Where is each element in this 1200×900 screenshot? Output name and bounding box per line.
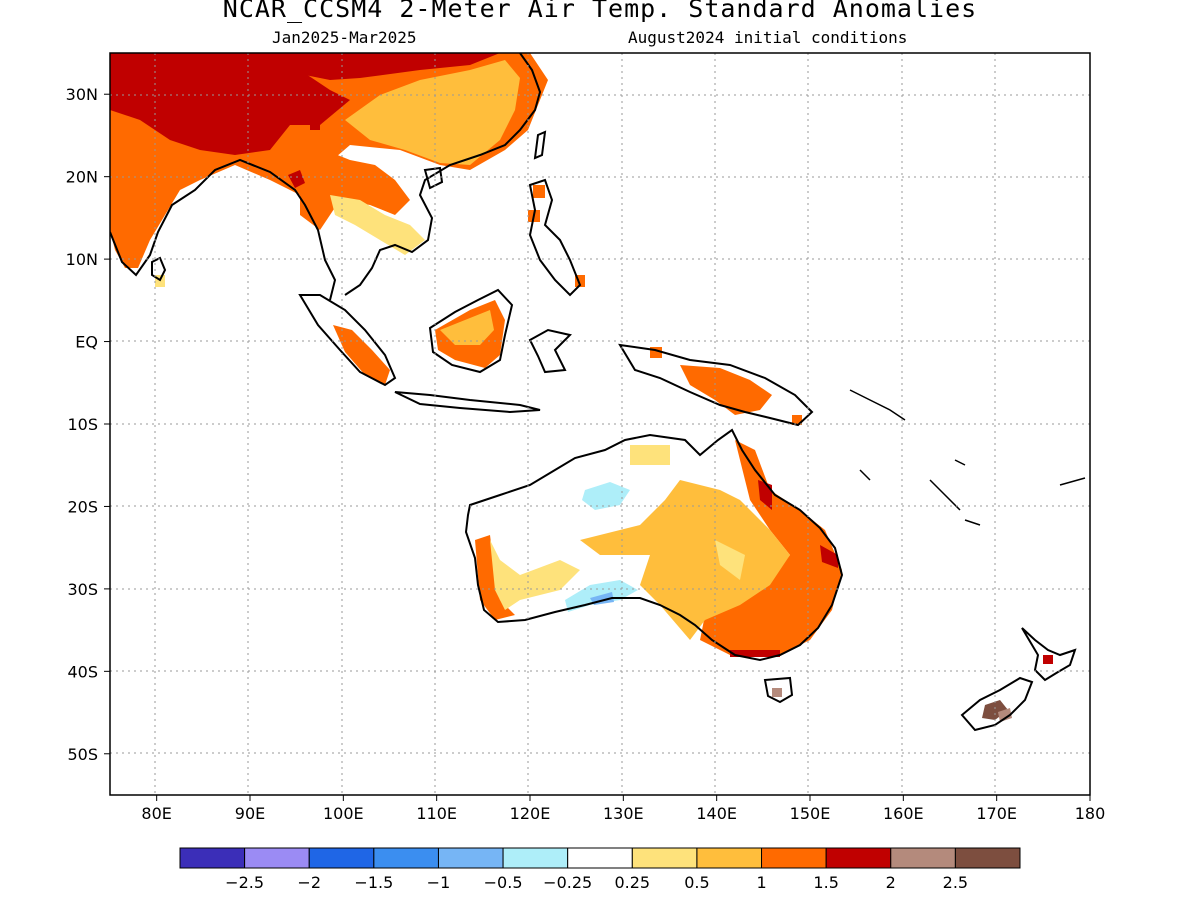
- colorbar-label: 0.5: [684, 873, 709, 892]
- new-zealand-north-coast: [1021, 627, 1077, 682]
- lon-tick-label: 110E: [416, 804, 457, 823]
- initial-conditions: August2024 initial conditions: [628, 28, 908, 47]
- colorbar-swatch: [696, 847, 763, 869]
- indochina-orange: [300, 150, 410, 230]
- colorbar-label: 2.5: [943, 873, 968, 892]
- indochina-yellow: [330, 195, 425, 255]
- hotspot-darkred: [288, 120, 320, 188]
- coastlines: [110, 53, 1086, 732]
- colorbar-swatch: [373, 847, 439, 869]
- colorbar-label: −1.5: [354, 873, 393, 892]
- colorbar-swatch: [308, 847, 375, 869]
- sumatra-orange: [333, 325, 390, 385]
- asia-anomaly-fields: [110, 53, 802, 425]
- nz-brown: [998, 708, 1012, 722]
- north-darkred-band: [250, 53, 500, 80]
- philippines-coast: [528, 178, 582, 297]
- colorbar-label: −2: [297, 873, 321, 892]
- colorbar-swatch: [567, 847, 633, 869]
- lon-tick-label: 150E: [790, 804, 831, 823]
- lat-tick-label: 20S: [67, 497, 98, 516]
- colorbar-swatch: [631, 847, 698, 869]
- colorbar-label: −2.5: [225, 873, 264, 892]
- lon-tick-label: 170E: [976, 804, 1017, 823]
- map-title: NCAR_CCSM4 2-Meter Air Temp. Standard An…: [222, 0, 978, 23]
- lon-tick-label: 120E: [510, 804, 551, 823]
- australia-central-light-orange: [580, 480, 790, 640]
- australia-yellow-bands: [490, 445, 745, 610]
- sumatra-coast: [298, 294, 397, 387]
- colorbar-label: −1: [427, 873, 451, 892]
- new-zealand-south-coast: [960, 676, 1034, 732]
- asia-coastline: [110, 53, 542, 301]
- borneo-yellow: [440, 310, 494, 345]
- axis-ticks: 80E 90E 100E 110E 120E 130E 140E 150E 160E 170E 18…: [66, 85, 1106, 823]
- tibet-darkred-field: [110, 53, 350, 155]
- lat-tick-label: 20N: [66, 168, 98, 187]
- new-guinea-coast: [618, 343, 814, 427]
- tasmania-brown: [772, 688, 782, 697]
- lon-tick-label: 140E: [696, 804, 737, 823]
- australia-coastline: [464, 428, 844, 662]
- lat-tick-label: 10S: [67, 415, 98, 434]
- colorbar: −2.5 −2 −1.5 −1 −0.5 −0.25 0.25 0.5 1 1.5 2 2.5: [179, 847, 1021, 892]
- lon-tick-label: 100E: [323, 804, 364, 823]
- lon-tick-label: 130E: [603, 804, 644, 823]
- colorbar-swatch: [244, 847, 310, 869]
- colorbar-swatch: [761, 847, 827, 869]
- lat-tick-label: 10N: [66, 250, 98, 269]
- lat-tick-label: 40S: [67, 662, 98, 681]
- lat-tick-label: 30S: [67, 580, 98, 599]
- colorbar-label: 1: [756, 873, 766, 892]
- tasmania-coast: [763, 676, 794, 704]
- nz-darkred: [1043, 655, 1053, 664]
- colorbar-swatch: [825, 847, 892, 869]
- forecast-period: Jan2025-Mar2025: [272, 28, 417, 47]
- taiwan-coast: [533, 130, 547, 160]
- colorbar-swatch: [179, 847, 246, 869]
- new-guinea-orange: [680, 365, 772, 415]
- pacific-islands-coast: [849, 389, 1086, 526]
- australia-cool-anomaly-north: [582, 482, 630, 510]
- lon-tick-label: 90E: [235, 804, 265, 823]
- colorbar-swatch: [502, 847, 569, 869]
- south-china-light-orange: [345, 60, 520, 165]
- map-plot-area: [110, 53, 1090, 795]
- lat-tick-label: 30N: [66, 85, 98, 104]
- colorbar-label: −0.5: [484, 873, 523, 892]
- java-coast: [394, 391, 541, 414]
- sulawesi-coast: [528, 328, 572, 374]
- colorbar-label: 2: [886, 873, 896, 892]
- colorbar-label: 0.25: [614, 873, 650, 892]
- lon-tick-label: 80E: [141, 804, 171, 823]
- colorbar-swatch: [954, 847, 1021, 869]
- lon-tick-label: 180: [1075, 804, 1106, 823]
- colorbar-swatch: [890, 847, 956, 869]
- new-zealand-anomaly-fields: [982, 655, 1053, 722]
- colorbar-label: −0.25: [543, 873, 592, 892]
- gridlines: [110, 53, 1090, 795]
- colorbar-label: 1.5: [813, 873, 838, 892]
- lat-tick-label: EQ: [75, 333, 98, 352]
- colorbar-swatch: [437, 847, 504, 869]
- lat-tick-label: 50S: [67, 745, 98, 764]
- lon-tick-label: 160E: [883, 804, 924, 823]
- borneo-coast: [428, 288, 514, 374]
- australia-anomaly-fields: [465, 430, 842, 697]
- australia-east-orange: [700, 440, 842, 655]
